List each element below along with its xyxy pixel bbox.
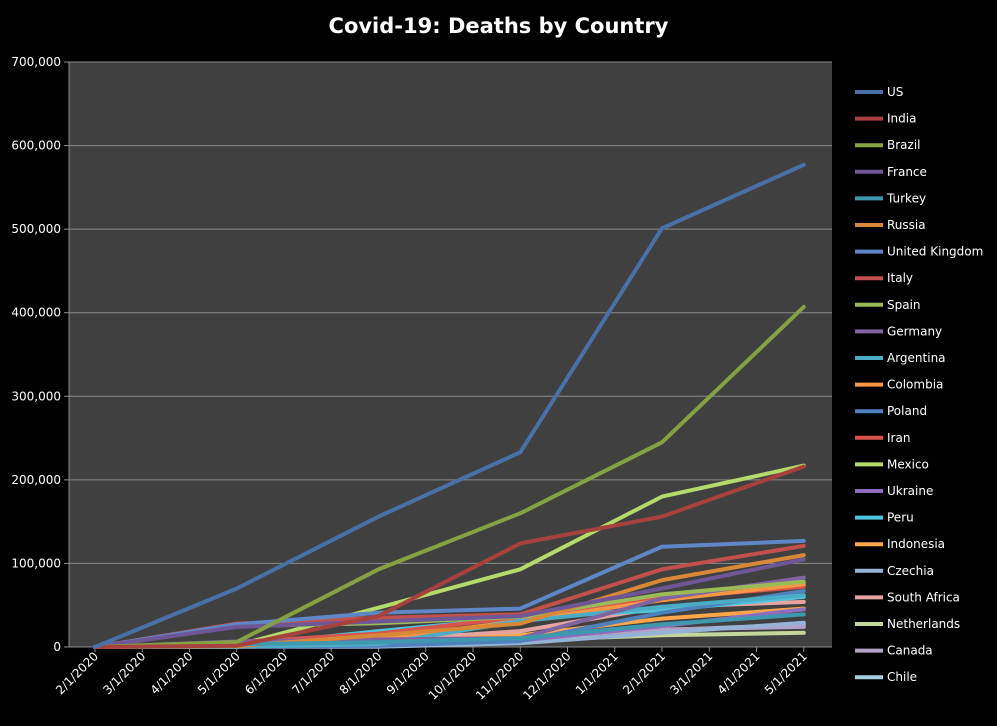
- legend-label: Mexico: [887, 457, 929, 471]
- y-tick-label: 0: [53, 640, 61, 654]
- series-line: [93, 464, 806, 649]
- legend-label: Czechia: [887, 564, 934, 578]
- legend-label: Argentina: [887, 351, 946, 365]
- y-tick-label: 400,000: [11, 306, 61, 320]
- legend-label: Russia: [887, 218, 926, 232]
- x-tick-label: 3/1/2020: [100, 649, 148, 697]
- x-tick-label: 1/1/2021: [573, 649, 621, 697]
- x-tick-label: 4/1/2020: [148, 649, 196, 697]
- legend-label: Colombia: [887, 378, 943, 392]
- legend-label: Chile: [887, 670, 917, 684]
- legend-label: Italy: [887, 271, 913, 285]
- x-tick-label: 2/1/2020: [53, 649, 101, 697]
- legend-label: India: [887, 112, 916, 126]
- legend-label: United Kingdom: [887, 245, 983, 259]
- y-tick-label: 500,000: [11, 222, 61, 236]
- x-tick-label: 5/1/2021: [762, 649, 810, 697]
- legend-label: Ukraine: [887, 484, 933, 498]
- x-tick-label: 11/1/2020: [473, 649, 526, 702]
- legend-label: Germany: [887, 324, 942, 338]
- legend-label: Spain: [887, 298, 921, 312]
- series-line: [93, 557, 806, 649]
- x-tick-label: 2/1/2021: [620, 649, 668, 697]
- legend-label: Canada: [887, 644, 933, 658]
- legend-label: Brazil: [887, 138, 921, 152]
- y-tick-label: 200,000: [11, 473, 61, 487]
- legend-label: Poland: [887, 404, 927, 418]
- y-tick-label: 300,000: [11, 389, 61, 403]
- legend-label: Turkey: [886, 191, 926, 205]
- x-tick-label: 7/1/2020: [289, 649, 337, 697]
- x-tick-label: 4/1/2021: [715, 649, 763, 697]
- y-tick-label: 600,000: [11, 139, 61, 153]
- series-line: [93, 162, 806, 649]
- series-line: [93, 304, 806, 649]
- x-tick-label: 12/1/2020: [520, 649, 573, 702]
- legend-label: Netherlands: [887, 617, 960, 631]
- legend-label: US: [887, 85, 903, 99]
- legend-label: Peru: [887, 511, 914, 525]
- x-tick-label: 9/1/2020: [384, 649, 432, 697]
- x-tick-label: 6/1/2020: [242, 649, 290, 697]
- legend-label: Indonesia: [887, 537, 945, 551]
- y-tick-label: 700,000: [11, 55, 61, 69]
- series-line: [93, 538, 806, 649]
- x-tick-label: 8/1/2020: [337, 649, 385, 697]
- chart-title: Covid-19: Deaths by Country: [328, 14, 669, 38]
- legend-label: France: [887, 165, 927, 179]
- legend-label: Iran: [887, 431, 910, 445]
- x-tick-label: 5/1/2020: [195, 649, 243, 697]
- legend-label: South Africa: [887, 590, 960, 604]
- x-tick-label: 10/1/2020: [426, 649, 479, 702]
- y-tick-label: 100,000: [11, 556, 61, 570]
- plot-area: [69, 62, 832, 647]
- x-tick-label: 3/1/2021: [667, 649, 715, 697]
